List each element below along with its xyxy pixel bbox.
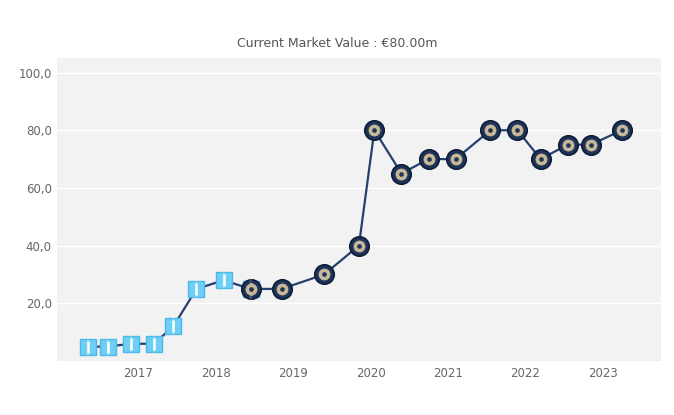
Text: MARKET VALUE OVER TIME: MARKET VALUE OVER TIME [7, 13, 249, 28]
Text: Current Market Value : €80.00m: Current Market Value : €80.00m [237, 37, 437, 50]
